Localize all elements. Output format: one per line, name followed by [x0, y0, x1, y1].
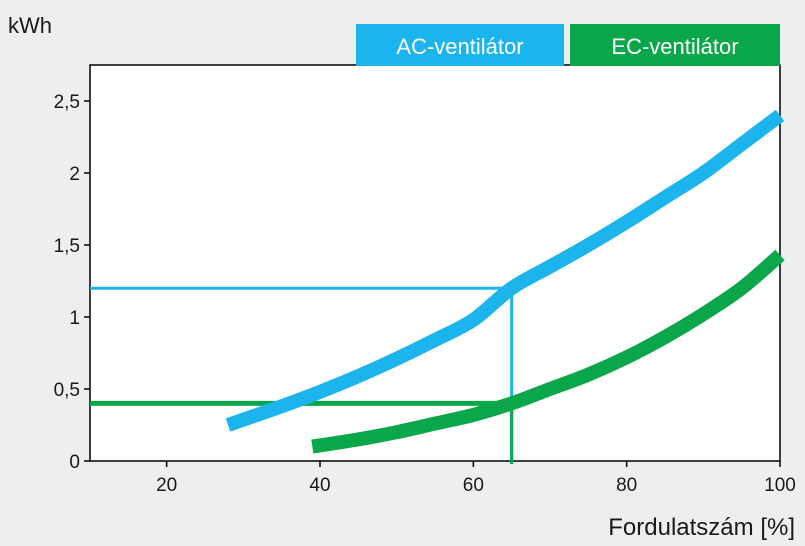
x-axis-label: Fordulatszám [%] [608, 514, 795, 541]
y-tick-label: 2 [69, 164, 80, 185]
x-tick-label: 20 [156, 475, 177, 496]
y-ticks: 0 0,5 1 1,5 2 2,5 [54, 92, 90, 473]
y-tick-label: 0,5 [54, 380, 80, 401]
legend-swatch-ac [356, 24, 564, 66]
y-axis-label: kWh [8, 13, 52, 38]
x-tick-label: 60 [463, 475, 484, 496]
y-tick-label: 1 [69, 308, 80, 329]
x-tick-label: 100 [764, 475, 796, 496]
y-tick-label: 1,5 [54, 236, 80, 257]
x-ticks: 20 40 60 80 100 [156, 461, 796, 496]
y-tick-label: 0 [69, 452, 80, 473]
legend-label-ac: AC-ventilátor [396, 34, 523, 59]
legend: AC-ventilátor EC-ventilátor [356, 24, 780, 66]
plot-area [89, 64, 781, 462]
y-tick-label: 2,5 [54, 92, 80, 113]
legend-label-ec: EC-ventilátor [611, 34, 738, 59]
x-tick-label: 40 [309, 475, 330, 496]
series-line-ac [225, 109, 785, 432]
series-line-ec [311, 249, 785, 454]
x-tick-label: 80 [616, 475, 637, 496]
legend-swatch-ec [570, 24, 780, 66]
series-lines [225, 109, 785, 454]
